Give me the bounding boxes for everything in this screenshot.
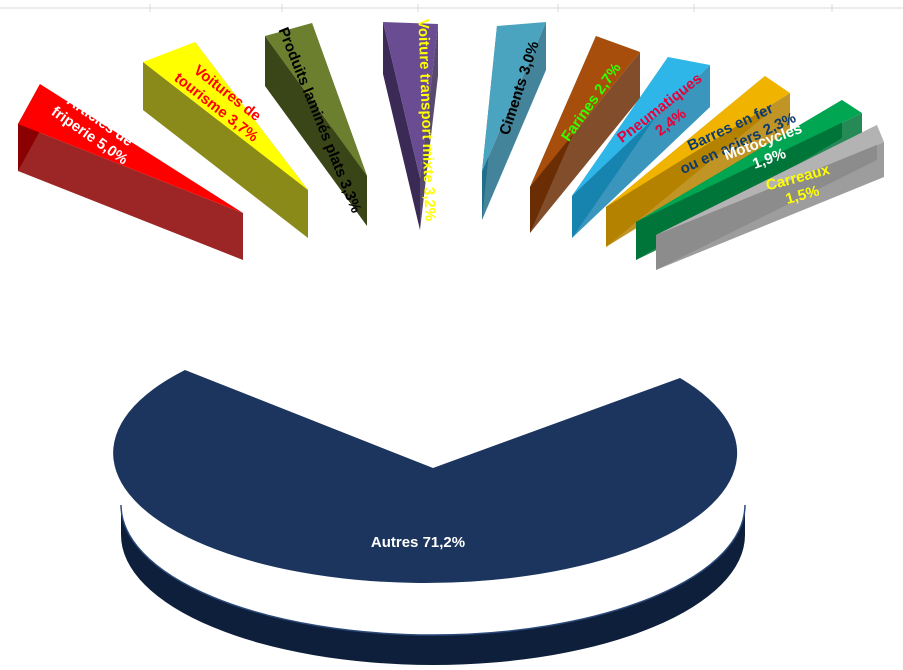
slice-side-face: [383, 22, 420, 230]
slice-top-face: [18, 84, 243, 213]
slice-top-face: [530, 36, 640, 187]
slice-side-face: [482, 22, 546, 220]
slice-top-face: [656, 125, 884, 235]
slice-top-face: [572, 57, 710, 196]
slice-side-face: [606, 93, 790, 247]
big-slice-side: [121, 505, 745, 665]
small-slices: Articles defriperie 5,0%Voitures detouri…: [18, 19, 884, 270]
pie-slice-2: Voitures detourisme 3,7%: [143, 42, 308, 238]
slice-side-face: [265, 36, 367, 226]
slice-label-autres: Autres 71,2%: [371, 534, 465, 551]
slice-top-face: [606, 76, 790, 207]
slice-side-face: [143, 62, 308, 238]
slice-side-face: [18, 124, 243, 260]
big-slice-edge: [120, 504, 746, 636]
slice-top-face: [636, 100, 862, 222]
slice-side-face: [572, 65, 710, 238]
pie-slice-autres: Autres 71,2%: [113, 370, 746, 665]
pie-slice-5: Ciments 3,0%: [482, 22, 546, 220]
slice-top-face: [383, 22, 438, 178]
pie-slice-10: Carreaux1,5%: [656, 125, 884, 270]
slice-top-face: [265, 23, 367, 176]
pie-slice-4: Voiture transport mixte 3,2%: [383, 19, 439, 230]
big-slice-group: Autres 71,2%: [113, 370, 746, 665]
slice-side-face: [530, 52, 640, 233]
top-ticks: [149, 4, 833, 12]
slice-side-face: [656, 142, 884, 270]
slice-top-face: [143, 42, 308, 190]
slice-side-face: [420, 24, 438, 230]
slice-top-face: [482, 22, 546, 172]
big-slice-top: [113, 370, 738, 583]
